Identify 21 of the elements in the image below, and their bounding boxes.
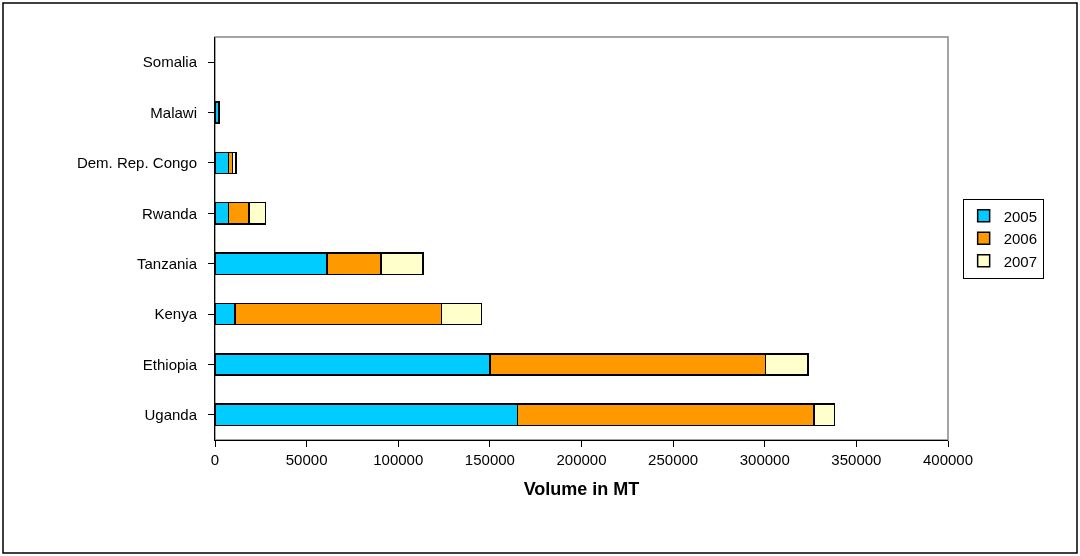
x-tick-label: 400000 — [922, 451, 974, 468]
y-tick-label: Kenya — [154, 305, 198, 323]
y-tick-label: Tanzania — [136, 254, 198, 272]
x-tick-label: 50000 — [285, 451, 328, 468]
y-tick-label: Uganda — [144, 406, 198, 424]
x-tick-label: 100000 — [373, 451, 424, 468]
x-tick-label: 200000 — [556, 451, 607, 468]
x-tick-label: 250000 — [648, 451, 699, 468]
y-tick-label: Ethiopia — [142, 355, 198, 373]
x-tick-label: 0 — [210, 451, 220, 468]
x-tick-label: 300000 — [739, 451, 790, 468]
legend-label: 2005 — [1003, 207, 1038, 225]
y-tick-label: Somalia — [142, 53, 198, 71]
legend-label: 2007 — [1003, 252, 1038, 270]
x-axis-title: Volume in MT — [523, 479, 640, 500]
x-tick-label: 150000 — [464, 451, 515, 468]
y-tick-label: Dem. Rep. Congo — [76, 154, 197, 172]
legend-label: 2006 — [1003, 230, 1038, 248]
x-tick-label: 350000 — [831, 451, 882, 468]
y-tick-label: Rwanda — [141, 204, 198, 222]
y-tick-label: Malawi — [150, 103, 197, 121]
